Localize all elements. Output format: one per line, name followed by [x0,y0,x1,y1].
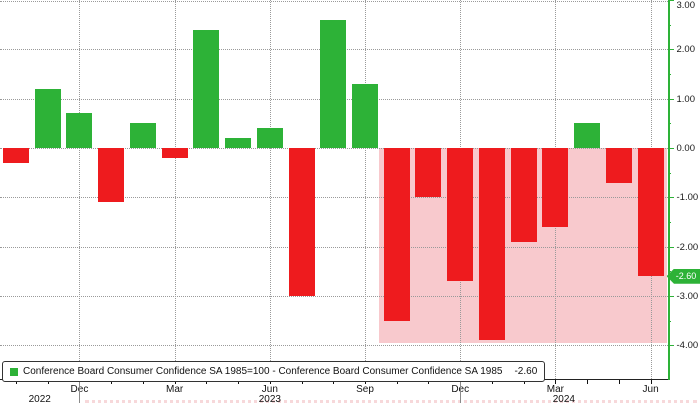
positive-bar[interactable] [320,19,347,148]
negative-bar[interactable] [288,148,315,297]
horizontal-gridline [0,296,668,298]
negative-bar[interactable] [3,148,29,163]
positive-bar[interactable] [66,113,93,148]
last-value-badge: -2.60 [666,268,700,284]
y-axis-major-tick [667,296,674,298]
negative-bar[interactable] [478,148,505,341]
x-axis-year-label: 2022 [28,393,51,404]
negative-bar[interactable] [447,148,474,282]
positive-bar[interactable] [193,29,220,148]
horizontal-gridline [0,148,668,149]
y-axis-major-tick [667,148,674,149]
y-axis-minor-tick [667,73,671,75]
x-axis-month-tick [618,379,620,384]
y-axis-minor-tick [667,320,671,322]
y-axis-major-tick [667,197,674,199]
negative-bar[interactable] [510,148,537,242]
y-axis-tick-label: -3.00 [676,291,699,303]
year-separator-line [79,381,81,403]
legend-series-swatch [10,367,18,376]
positive-bar[interactable] [225,138,252,148]
x-axis-month-tick [650,379,652,384]
y-axis-tick-label: 0.00 [676,143,696,154]
x-axis-month-tick [555,379,557,384]
y-axis-tick-label: -1.00 [676,192,699,204]
y-axis-tick-label: 1.00 [676,93,696,105]
y-axis-major-tick [667,98,674,100]
x-axis-month-label: Mar [546,384,565,395]
vertical-gridline [79,0,81,379]
y-axis-major-tick [667,246,674,248]
y-axis-minor-tick [667,24,671,26]
positive-bar[interactable] [256,128,283,148]
legend-last-value: -2.60 [514,366,538,377]
vertical-gridline [365,0,367,379]
vertical-gridline [269,0,271,379]
y-axis-major-tick [667,49,674,51]
y-axis-minor-tick [667,222,671,224]
positive-bar[interactable] [574,123,601,148]
y-axis-minor-tick [667,271,671,273]
negative-bar[interactable] [383,148,410,321]
y-axis-major-tick [667,345,674,347]
y-axis-tick-label: 3.00 [676,0,696,11]
negative-bar[interactable] [98,148,125,203]
x-axis-month-label: Mar [166,384,184,395]
y-axis-minor-tick [667,172,671,174]
positive-bar[interactable] [129,123,156,148]
y-axis-tick-label: -4.00 [676,340,699,352]
x-axis-year-label: 2023 [258,393,281,404]
x-axis-month-tick [587,379,589,384]
y-axis-minor-tick [667,123,671,125]
y-axis-line [667,0,670,380]
negative-bar[interactable] [161,148,188,158]
x-axis-month-label: Jun [261,384,278,395]
x-axis-month-label: Jun [642,384,659,395]
negative-bar[interactable] [415,148,442,198]
y-axis-major-tick [667,0,674,1]
negative-bar[interactable] [605,148,632,183]
legend-series-label: Conference Board Consumer Confidence SA … [23,366,503,377]
negative-bar[interactable] [542,148,569,227]
horizontal-gridline [0,246,668,248]
positive-bar[interactable] [34,88,61,148]
vertical-gridline [174,0,176,379]
x-axis-month-label: Sep [356,384,374,395]
legend-box[interactable]: Conference Board Consumer Confidence SA … [2,361,546,382]
positive-bar[interactable] [352,83,379,148]
year-separator-line [460,381,462,403]
y-axis-tick-label: 2.00 [676,44,696,56]
negative-bar[interactable] [637,148,664,277]
y-axis-tick-label: -2.00 [676,241,699,253]
horizontal-gridline [0,345,668,347]
x-axis-year-label: 2024 [552,393,575,404]
horizontal-gridline [0,0,668,2]
horizontal-gridline [0,197,668,199]
bottom-pink-dots-decoration [85,400,697,403]
